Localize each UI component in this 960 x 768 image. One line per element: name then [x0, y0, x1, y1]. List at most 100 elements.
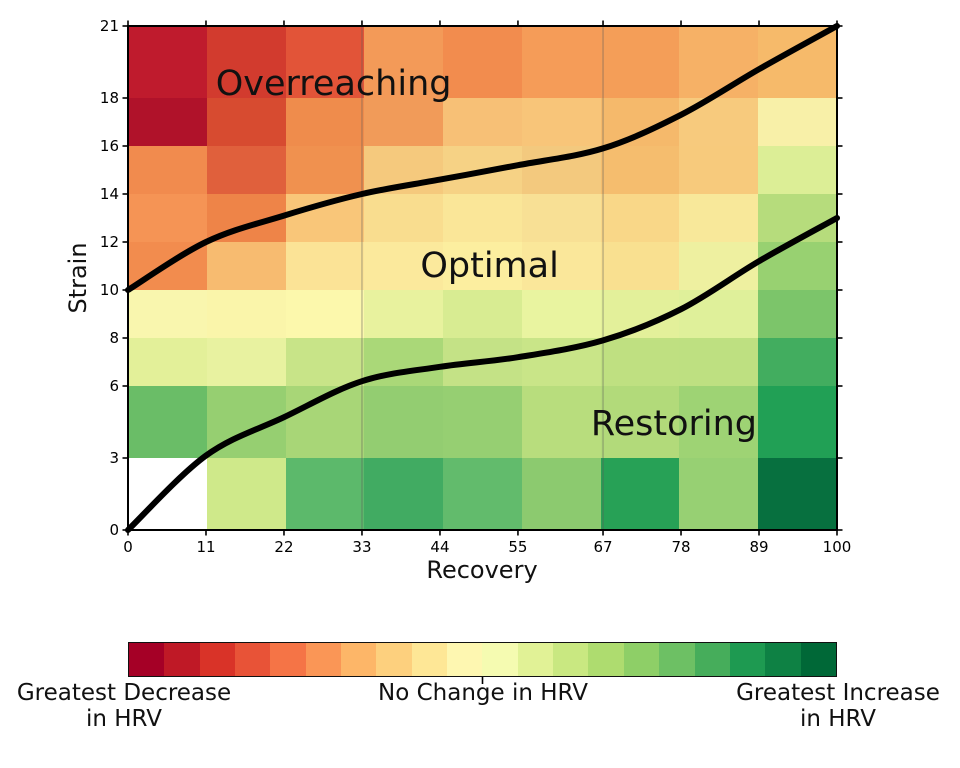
colorbar-segment	[517, 643, 554, 676]
colorbar-label-right-line1: Greatest Increase	[736, 680, 940, 706]
y-tick-label: 16	[99, 137, 119, 155]
heatmap-cell	[521, 194, 602, 243]
y-tick-label: 14	[99, 185, 119, 203]
hrv-colorbar	[128, 642, 837, 677]
heatmap-cell	[206, 290, 287, 339]
zone-label-restoring: Restoring	[590, 404, 758, 445]
heatmap-cell	[364, 338, 444, 387]
heatmap-cell	[600, 458, 681, 531]
heatmap-cell	[521, 386, 602, 459]
y-tick-label: 21	[99, 17, 119, 35]
colorbar-label-greatest-decrease: Greatest Decrease in HRV	[17, 680, 231, 732]
heatmap-cell	[600, 194, 681, 243]
x-tick-label: 11	[196, 538, 216, 556]
heatmap-cell	[443, 386, 523, 459]
x-axis-label: Recovery	[426, 556, 538, 584]
x-tick-label: 22	[274, 538, 294, 556]
colorbar-label-left-line2: in HRV	[85, 706, 163, 732]
heatmap-cell	[443, 194, 523, 243]
heatmap-cell	[285, 146, 365, 195]
colorbar-label-right-line2: in HRV	[799, 706, 877, 732]
heatmap-cell	[679, 338, 759, 387]
x-tick-label: 0	[123, 538, 133, 556]
heatmap-cell	[443, 338, 523, 387]
y-tick-label: 3	[109, 449, 119, 467]
heatmap-cell	[600, 290, 681, 339]
heatmap-cell	[206, 338, 287, 387]
colorbar-segment	[482, 643, 518, 676]
heatmap-cell	[364, 98, 444, 147]
heatmap-cell	[600, 98, 681, 147]
heatmap-cell	[758, 146, 838, 195]
colorbar-segment	[411, 643, 448, 676]
heatmap-cell	[364, 146, 444, 195]
heatmap-cell	[128, 98, 208, 147]
heatmap-cell	[128, 458, 208, 531]
zone-label-optimal: Optimal	[420, 246, 559, 286]
heatmap-cell	[679, 146, 759, 195]
heatmap-cell	[758, 338, 838, 387]
colorbar-segment	[588, 643, 624, 676]
heatmap-cell	[521, 98, 602, 147]
heatmap-cell	[285, 338, 365, 387]
colorbar-segment	[659, 643, 695, 676]
y-tick-label: 6	[109, 377, 119, 395]
x-tick-label: 55	[508, 538, 528, 556]
colorbar-segment	[376, 643, 412, 676]
heatmap-cell	[364, 458, 444, 531]
heatmap-cell	[600, 242, 681, 291]
y-tick-label: 0	[109, 521, 119, 539]
heatmap-cell	[521, 26, 602, 99]
heatmap-cell	[758, 458, 838, 531]
heatmap-cell	[521, 338, 602, 387]
heatmap-cell	[128, 242, 208, 291]
heatmap-cell	[128, 338, 208, 387]
heatmap-cell	[521, 290, 602, 339]
colorbar-segment	[694, 643, 730, 676]
heatmap-cell	[758, 26, 838, 99]
heatmap-cell	[443, 98, 523, 147]
heatmap-cell	[206, 146, 287, 195]
heatmap-cell	[679, 290, 759, 339]
colorbar-segment	[765, 643, 801, 676]
heatmap-cell	[521, 146, 602, 195]
x-tick-label: 44	[430, 538, 450, 556]
x-tick-label: 33	[352, 538, 372, 556]
heatmap-cell	[364, 194, 444, 243]
zone-label-overreaching: Overreaching	[215, 63, 452, 104]
heatmap-cell	[285, 458, 365, 531]
heatmap-cell	[285, 194, 365, 243]
heatmap-cell	[128, 386, 208, 459]
heatmap-cell	[285, 242, 365, 291]
colorbar-segment	[270, 643, 306, 676]
heatmap-cell	[128, 290, 208, 339]
colorbar-segment	[235, 643, 271, 676]
heatmap-cell	[679, 194, 759, 243]
heatmap-cell	[758, 242, 838, 291]
colorbar-segment	[553, 643, 589, 676]
colorbar-segment	[447, 643, 483, 676]
y-tick-label: 10	[99, 281, 119, 299]
heatmap-cell	[600, 146, 681, 195]
heatmap-cell	[206, 194, 287, 243]
heatmap-cell	[128, 194, 208, 243]
heatmap-cell	[206, 458, 287, 531]
colorbar-label-left-line1: Greatest Decrease	[16, 680, 232, 706]
colorbar-label-greatest-increase: Greatest Increase in HRV	[736, 680, 940, 732]
heatmap-cell	[285, 386, 365, 459]
heatmap-cell	[443, 146, 523, 195]
colorbar-segment	[623, 643, 660, 676]
heatmap-cell	[285, 290, 365, 339]
heatmap-cell	[128, 146, 208, 195]
colorbar-segment	[800, 643, 836, 676]
heatmap-cell	[521, 458, 602, 531]
colorbar-segment	[341, 643, 377, 676]
heatmap-cell	[600, 26, 681, 99]
colorbar-segment	[305, 643, 342, 676]
colorbar-segment	[164, 643, 200, 676]
heatmap-cell	[206, 242, 287, 291]
heatmap-cell	[679, 458, 759, 531]
heatmap-cell	[364, 386, 444, 459]
x-tick-label: 100	[822, 538, 852, 556]
